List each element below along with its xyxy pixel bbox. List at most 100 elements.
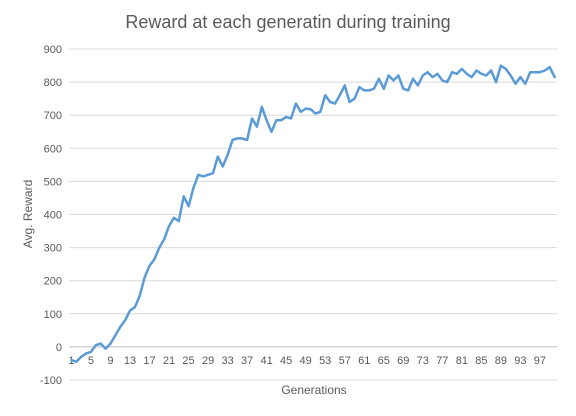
data-point [363,89,366,92]
data-point [138,294,141,297]
data-point [207,173,210,176]
data-point [309,108,312,111]
data-point [358,86,361,89]
data-point [334,102,336,105]
data-point [294,102,297,105]
data-point [202,175,205,178]
data-point [480,72,483,75]
x-tick-label: 45 [280,355,292,367]
y-tick-label: 500 [44,176,62,188]
data-point [187,205,190,208]
data-point [368,89,371,92]
data-point [158,246,161,249]
data-point [426,71,429,74]
x-tick-label: 61 [358,355,370,367]
data-point [382,87,385,90]
y-tick-label: -100 [40,375,62,387]
x-tick-label: 73 [417,355,429,367]
data-point [90,350,92,353]
data-point [538,71,541,74]
data-point [397,74,400,77]
data-point [338,94,341,97]
data-point [431,76,434,79]
x-tick-label: 89 [495,355,507,367]
data-point [114,334,117,337]
data-point [104,347,107,350]
data-point [543,69,546,72]
data-point [553,76,556,79]
y-tick-label: 200 [44,276,62,288]
data-point [133,306,136,309]
data-point [212,172,214,175]
y-tick-label: 300 [44,243,62,255]
data-point [275,119,278,122]
x-tick-label: 57 [339,355,351,367]
data-point [182,195,185,198]
data-point [509,74,512,77]
x-tick-label: 17 [143,355,155,367]
data-point [421,74,424,77]
data-point [465,72,468,75]
x-tick-label: 9 [107,355,113,367]
x-tick-label: 25 [182,355,194,367]
x-tick-label: 77 [436,355,448,367]
data-point [285,115,288,118]
x-tick-label: 97 [534,355,546,367]
data-point [548,66,551,69]
data-point [319,110,322,113]
data-point [231,139,234,141]
gridlines [69,48,557,381]
x-tick-label: 53 [319,355,331,367]
data-point [534,71,536,74]
data-point [270,130,273,133]
data-point [470,76,473,79]
y-tick-label: 0 [56,342,62,354]
data-point [172,216,175,219]
x-tick-label: 69 [397,355,409,367]
data-point [119,326,122,328]
data-point [153,258,156,261]
data-point [387,74,390,77]
y-tick-label: 100 [44,309,62,321]
x-tick-label: 65 [378,355,390,367]
data-point [251,117,253,120]
data-point [226,153,229,156]
data-point [392,79,395,82]
y-axis-ticks: -100 0 100 200 300 400 500 600 700 800 900 [40,44,62,387]
data-point [265,119,268,122]
data-point [246,139,249,141]
data-point [353,97,356,100]
data-point [299,110,302,113]
data-point [529,71,532,74]
data-point [80,355,83,358]
data-point [168,225,170,228]
data-point [148,264,151,267]
data-point [324,94,327,97]
data-point [280,119,283,122]
x-tick-label: 33 [221,355,233,367]
data-point [241,137,244,140]
x-tick-label: 93 [514,355,526,367]
data-point [416,84,419,87]
x-tick-label: 13 [124,355,136,367]
x-tick-label: 37 [241,355,253,367]
x-tick-label: 81 [456,355,468,367]
data-point [255,125,258,128]
data-point [377,77,380,80]
data-point [192,187,195,189]
data-point [163,238,166,241]
data-point [456,72,458,75]
data-point [348,101,351,103]
y-tick-label: 400 [44,210,62,222]
x-tick-label: 49 [300,355,312,367]
y-axis-label: Avg. Reward [21,180,35,248]
data-point [124,319,127,322]
data-point [446,81,449,84]
data-point [260,105,263,108]
data-point [129,309,131,312]
data-point [490,69,493,72]
y-tick-label: 900 [44,44,62,56]
y-tick-label: 600 [44,143,62,155]
y-tick-label: 800 [44,77,62,89]
